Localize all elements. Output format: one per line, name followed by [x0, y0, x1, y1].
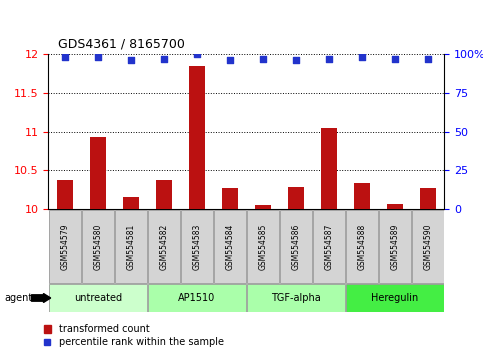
Bar — [280, 210, 312, 283]
Point — [325, 56, 333, 62]
Point — [424, 56, 432, 62]
Text: GSM554586: GSM554586 — [291, 223, 300, 270]
Text: GSM554580: GSM554580 — [93, 223, 102, 270]
Bar — [188, 65, 205, 209]
Bar — [321, 128, 337, 209]
Bar — [313, 210, 345, 283]
Text: GSM554587: GSM554587 — [325, 223, 333, 270]
Bar — [156, 179, 172, 209]
Text: GSM554585: GSM554585 — [258, 223, 267, 270]
Text: GSM554589: GSM554589 — [390, 223, 399, 270]
Bar — [49, 210, 81, 283]
Bar — [354, 183, 370, 209]
Bar — [420, 188, 436, 209]
Bar — [148, 210, 180, 283]
Point — [292, 57, 300, 63]
Bar — [148, 284, 246, 312]
Point — [391, 56, 399, 62]
Bar — [222, 188, 238, 209]
Bar — [82, 210, 114, 283]
Point — [160, 56, 168, 62]
Text: Heregulin: Heregulin — [371, 293, 418, 303]
Bar — [213, 210, 246, 283]
Text: GDS4361 / 8165700: GDS4361 / 8165700 — [58, 38, 185, 51]
Point — [226, 57, 234, 63]
Text: AP1510: AP1510 — [178, 293, 215, 303]
Text: GSM554579: GSM554579 — [60, 223, 69, 270]
Bar — [412, 210, 444, 283]
Text: GSM554588: GSM554588 — [357, 223, 366, 270]
Bar — [255, 205, 271, 209]
Text: GSM554590: GSM554590 — [424, 223, 432, 270]
Text: GSM554581: GSM554581 — [127, 223, 135, 270]
Bar — [57, 179, 73, 209]
Bar — [89, 137, 106, 209]
Text: GSM554582: GSM554582 — [159, 223, 168, 270]
Bar — [379, 210, 411, 283]
Bar — [247, 284, 345, 312]
Text: agent: agent — [5, 293, 33, 303]
Bar — [386, 204, 403, 209]
Bar — [181, 210, 213, 283]
Text: TGF-alpha: TGF-alpha — [271, 293, 321, 303]
Point — [358, 54, 366, 60]
Point — [61, 54, 69, 60]
Text: GSM554583: GSM554583 — [192, 223, 201, 270]
Legend: transformed count, percentile rank within the sample: transformed count, percentile rank withi… — [43, 324, 224, 347]
Text: untreated: untreated — [74, 293, 122, 303]
Point — [94, 54, 102, 60]
Bar — [287, 187, 304, 209]
Point — [259, 56, 267, 62]
Bar — [49, 284, 147, 312]
Point — [127, 57, 135, 63]
Bar — [114, 210, 147, 283]
Point — [193, 51, 201, 57]
Bar — [123, 198, 139, 209]
Bar — [247, 210, 279, 283]
Bar — [346, 210, 378, 283]
Bar — [346, 284, 444, 312]
Text: GSM554584: GSM554584 — [226, 223, 234, 270]
